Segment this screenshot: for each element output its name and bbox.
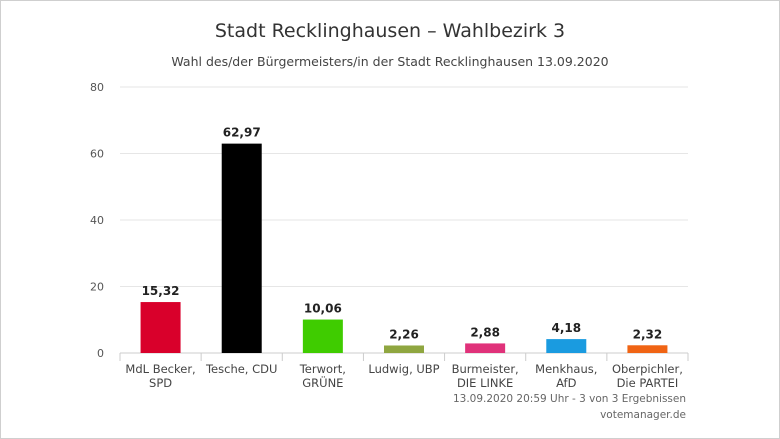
x-category-label: Oberpichler, — [612, 362, 683, 376]
bar[interactable] — [465, 343, 506, 353]
y-tick-label: 60 — [90, 148, 104, 161]
chart-title: Stadt Recklinghausen – Wahlbezirk 3 — [215, 20, 565, 42]
bar[interactable] — [384, 345, 424, 353]
x-category-label: Ludwig, UBP — [368, 362, 439, 376]
data-labels: 15,32 62,97 10,06 2,26 2,88 4,18 2,32 — [142, 126, 663, 342]
x-axis-categories: MdL Becker,SPD Tesche, CDU Terwort,GRÜNE Lu… — [125, 362, 682, 390]
data-label: 2,26 — [389, 327, 419, 341]
bar[interactable] — [627, 345, 668, 353]
y-tick-label: 20 — [90, 281, 104, 294]
x-category-label: Tesche, CDU — [205, 362, 277, 376]
data-label: 10,06 — [304, 302, 342, 316]
x-category-label: Burmeister, — [452, 362, 519, 376]
data-label: 2,88 — [470, 325, 500, 339]
bar[interactable] — [221, 143, 262, 353]
bar[interactable] — [546, 339, 587, 353]
x-category-label: GRÜNE — [302, 374, 343, 390]
x-category-label: MdL Becker, — [125, 362, 195, 376]
bars — [140, 143, 668, 353]
data-label: 62,97 — [223, 126, 261, 140]
x-category-label: AfD — [556, 376, 577, 390]
x-category-label: SPD — [149, 376, 172, 390]
grid-lines — [119, 86, 689, 361]
y-tick-label: 80 — [90, 81, 104, 94]
chart-subtitle: Wahl des/der Bürgermeisters/in der Stadt… — [171, 54, 608, 69]
y-axis-ticks: 0 20 40 60 80 — [90, 81, 104, 360]
y-tick-label: 40 — [90, 214, 104, 227]
data-label: 4,18 — [551, 321, 581, 335]
x-category-label: Terwort, — [299, 362, 346, 376]
x-category-label: Menkhaus, — [535, 362, 597, 376]
bar[interactable] — [302, 319, 343, 353]
x-category-label: Die PARTEI — [617, 376, 679, 390]
y-tick-label: 0 — [97, 347, 104, 360]
footer-source-link[interactable]: votemanager.de — [600, 409, 686, 421]
footer-timestamp: 13.09.2020 20:59 Uhr - 3 von 3 Ergebniss… — [453, 393, 686, 405]
data-label: 2,32 — [633, 327, 663, 341]
data-label: 15,32 — [142, 284, 180, 298]
bar[interactable] — [140, 302, 181, 353]
x-category-label: DIE LINKE — [457, 376, 513, 390]
